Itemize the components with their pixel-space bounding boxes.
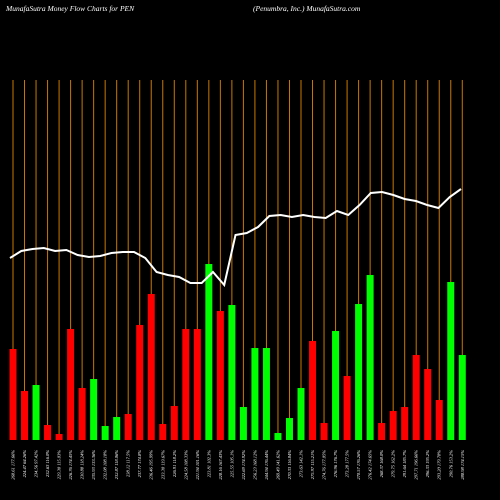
x-tick-label: 275.97 115.21% (310, 450, 315, 480)
x-tick-label: 232.63 116.0% (45, 450, 50, 477)
x-tick-label: 270.57 176.26% (356, 450, 361, 480)
bar (320, 423, 328, 440)
x-tick-label: 222.69 174.92% (241, 450, 246, 480)
x-tick-label: 274.76 177.05% (322, 450, 327, 480)
x-tick-label: 291.64 185.7% (402, 450, 407, 478)
bar (205, 264, 213, 440)
bar (216, 311, 224, 440)
x-tick-label: 268.37 168.0% (379, 450, 384, 478)
bar (32, 385, 40, 440)
x-tick-label: 237.77 174.8% (137, 450, 142, 478)
x-tick-label: 226.91 118.2% (172, 450, 177, 477)
money-flow-line (9, 188, 462, 288)
x-tick-label: 225.55 105.1% (229, 450, 234, 478)
bar (401, 407, 409, 440)
x-tick-label: 238.12 117.5% (126, 450, 131, 477)
x-tick-label: 273.63 142.1% (299, 450, 304, 478)
x-tick-label: 235.93 133.36% (91, 450, 96, 480)
x-tick-label: 223.81 102.3% (206, 450, 211, 478)
x-tick-label: 276.42 174.65% (368, 450, 373, 480)
bar (389, 411, 397, 440)
bar (355, 304, 363, 440)
bar (159, 424, 167, 440)
bar (170, 406, 178, 440)
x-tick-label: 244.94 176.44% (264, 450, 269, 480)
x-tick-label: 234.56 97.42% (34, 450, 39, 478)
bar (101, 426, 109, 440)
bar (447, 282, 455, 440)
bar (9, 349, 17, 440)
bar (424, 369, 432, 440)
bar (297, 388, 305, 440)
bar (193, 329, 201, 440)
bar (262, 348, 270, 440)
bar (251, 348, 259, 440)
bar (274, 433, 282, 440)
x-tick-label: 256.23 168.12% (252, 450, 257, 480)
bar (67, 329, 75, 440)
bar (147, 294, 155, 440)
bar (412, 355, 420, 440)
bar (378, 423, 386, 440)
x-tick-label: 293.20 179.78% (437, 450, 442, 480)
x-tick-label: 269.49 141.62% (275, 450, 280, 480)
x-tick-label: 224.58 108.33% (183, 450, 188, 480)
x-tick-label: 226.76 174.45% (68, 450, 73, 480)
x-tick-label: 221.94 101.16% (195, 450, 200, 480)
chart-title: MunafaSutra Money Flow Charts for PEN (5, 4, 135, 13)
bar (78, 388, 86, 440)
x-tick-label: 297.71 196.66% (414, 450, 419, 480)
bar (21, 391, 29, 440)
x-tick-label: 232.87 118.06% (114, 450, 119, 480)
bar (343, 376, 351, 440)
x-tick-label: 224.47 64.26% (22, 450, 27, 478)
x-tick-label: 273.28 177.5% (345, 450, 350, 478)
x-tick-label: 233.30 119.67% (160, 450, 165, 480)
x-tick-label: 230.88 118.24% (80, 450, 85, 480)
bar (332, 331, 340, 440)
x-tick-label: 268.61 177.66% (11, 450, 16, 480)
chart-subtitle: (Penumbra, Inc.) MunafaSutra.com (253, 4, 361, 13)
x-tick-label: 232.08 108.18% (103, 450, 108, 480)
x-tick-label: 270.33 116.84% (287, 450, 292, 480)
bar (366, 275, 374, 440)
bar (44, 425, 52, 440)
bar (136, 325, 144, 440)
x-tick-label: 236.46 195.99% (149, 450, 154, 480)
x-tick-label: 296.33 195.2% (425, 450, 430, 478)
bar (309, 341, 317, 440)
x-tick-label: 276.96 176.7% (333, 450, 338, 478)
x-tick-label: 288.98 174.15% (460, 450, 465, 480)
bar (435, 400, 443, 440)
bar (285, 418, 293, 440)
x-tick-label: 290.76 153.2% (448, 450, 453, 478)
bar (124, 414, 132, 440)
bar (90, 379, 98, 440)
bar (228, 305, 236, 440)
bar (239, 407, 247, 440)
bar (113, 417, 121, 440)
bar (182, 329, 190, 440)
x-tick-label: 279.75 162.2% (391, 450, 396, 478)
x-tick-label: 228.16 167.43% (218, 450, 223, 480)
x-tick-label: 229.30 115.03% (57, 450, 62, 480)
bar (458, 355, 466, 440)
bar (55, 434, 63, 440)
